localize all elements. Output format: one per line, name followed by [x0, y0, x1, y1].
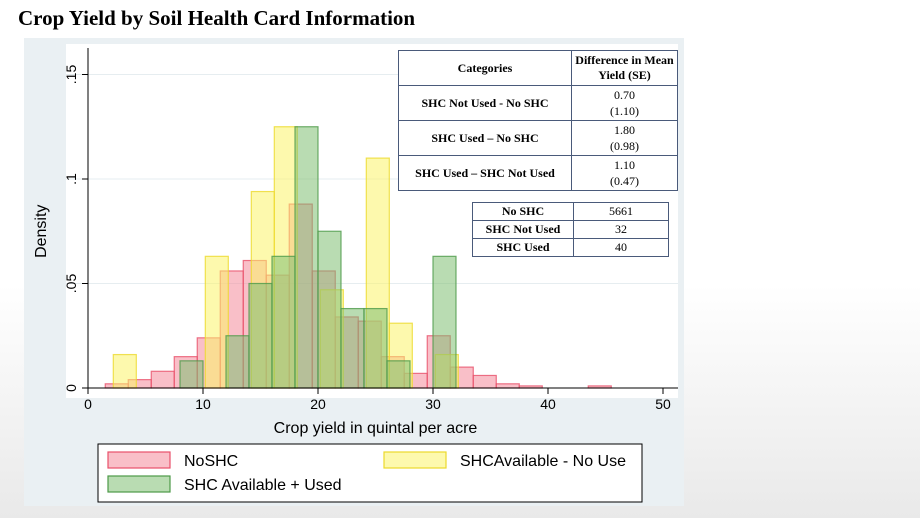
row-value: 1.10 (0.47)	[571, 155, 678, 191]
row-diff: 1.10	[614, 158, 635, 172]
mean-difference-table: Categories Difference in Mean Yield (SE)…	[398, 50, 678, 191]
row-category: SHC Used – No SHC	[398, 120, 572, 156]
legend-swatch	[383, 451, 447, 469]
histogram-bar	[179, 360, 204, 389]
table-header-row: Categories Difference in Mean Yield (SE)	[398, 50, 678, 86]
count-label: SHC Not Used	[472, 220, 574, 239]
row-diff: 0.70	[614, 88, 635, 102]
histogram-bar	[432, 255, 457, 389]
histogram-bar	[248, 282, 273, 389]
histogram-bar	[495, 383, 520, 389]
table-row: No SHC 5661	[472, 202, 669, 221]
histogram-bar	[225, 335, 250, 389]
count-value: 40	[573, 238, 669, 257]
row-category: SHC Used – SHC Not Used	[398, 155, 572, 191]
legend-label: NoSHC	[184, 453, 238, 470]
x-axis-label: Crop yield in quintal per acre	[274, 420, 478, 437]
y-tick-label: .1	[63, 173, 79, 185]
histogram-bar	[112, 353, 137, 389]
histogram-bar	[271, 255, 296, 389]
row-value: 1.80 (0.98)	[571, 120, 678, 156]
histogram-bar	[150, 370, 175, 389]
table-row: SHC Used 40	[472, 238, 669, 257]
x-tick-label: 40	[540, 396, 556, 412]
y-axis-label: Density	[33, 205, 50, 258]
legend-box	[97, 443, 643, 503]
table-header-categories: Categories	[398, 50, 572, 86]
x-tick-label: 10	[195, 396, 211, 412]
table-header-difference: Difference in Mean Yield (SE)	[571, 50, 678, 86]
count-value: 32	[573, 220, 669, 239]
histogram-bar	[363, 307, 388, 389]
row-value: 0.70 (1.10)	[571, 85, 678, 121]
count-label: SHC Used	[472, 238, 574, 257]
y-tick-label: .05	[63, 274, 79, 294]
slide-title: Crop Yield by Soil Health Card Informati…	[18, 6, 416, 30]
legend-label: SHC Available + Used	[184, 477, 342, 494]
x-tick-label: 30	[425, 396, 441, 412]
sample-counts-table: No SHC 5661 SHC Not Used 32 SHC Used 40	[472, 202, 669, 257]
bars-layer	[104, 126, 612, 389]
histogram-bar	[317, 230, 342, 389]
row-diff: 1.80	[614, 123, 635, 137]
axes: 0 10 20 30 40 50 0 .05 .1 .15	[63, 48, 678, 412]
histogram-bar	[472, 374, 497, 389]
histogram-bar	[294, 126, 319, 389]
row-se: (0.98)	[610, 139, 639, 153]
count-value: 5661	[573, 202, 669, 221]
legend: NoSHC SHCAvailable - No Use SHC Available …	[97, 443, 643, 503]
y-tick-label: 0	[63, 384, 79, 392]
x-tick-label: 0	[84, 396, 92, 412]
x-tick-label: 20	[310, 396, 326, 412]
legend-swatch	[107, 451, 171, 469]
row-category: SHC Not Used - No SHC	[398, 85, 572, 121]
y-tick-label: .15	[63, 65, 79, 85]
histogram-bar	[204, 255, 229, 389]
row-se: (1.10)	[610, 104, 639, 118]
table-row: SHC Not Used - No SHC 0.70 (1.10)	[398, 85, 678, 121]
table-row: SHC Used – No SHC 1.80 (0.98)	[398, 120, 678, 156]
table-row: SHC Used – SHC Not Used 1.10 (0.47)	[398, 155, 678, 191]
table-row: SHC Not Used 32	[472, 220, 669, 239]
legend-swatch	[107, 475, 171, 493]
x-tick-label: 50	[655, 396, 671, 412]
histogram-bar	[386, 360, 411, 389]
legend-label: SHCAvailable - No Use	[460, 453, 626, 470]
row-se: (0.47)	[610, 174, 639, 188]
count-label: No SHC	[472, 202, 574, 221]
histogram-bar	[340, 307, 365, 389]
